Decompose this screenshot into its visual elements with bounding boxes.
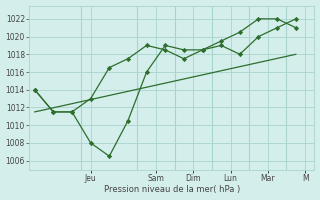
X-axis label: Pression niveau de la mer( hPa ): Pression niveau de la mer( hPa ) [104,185,240,194]
